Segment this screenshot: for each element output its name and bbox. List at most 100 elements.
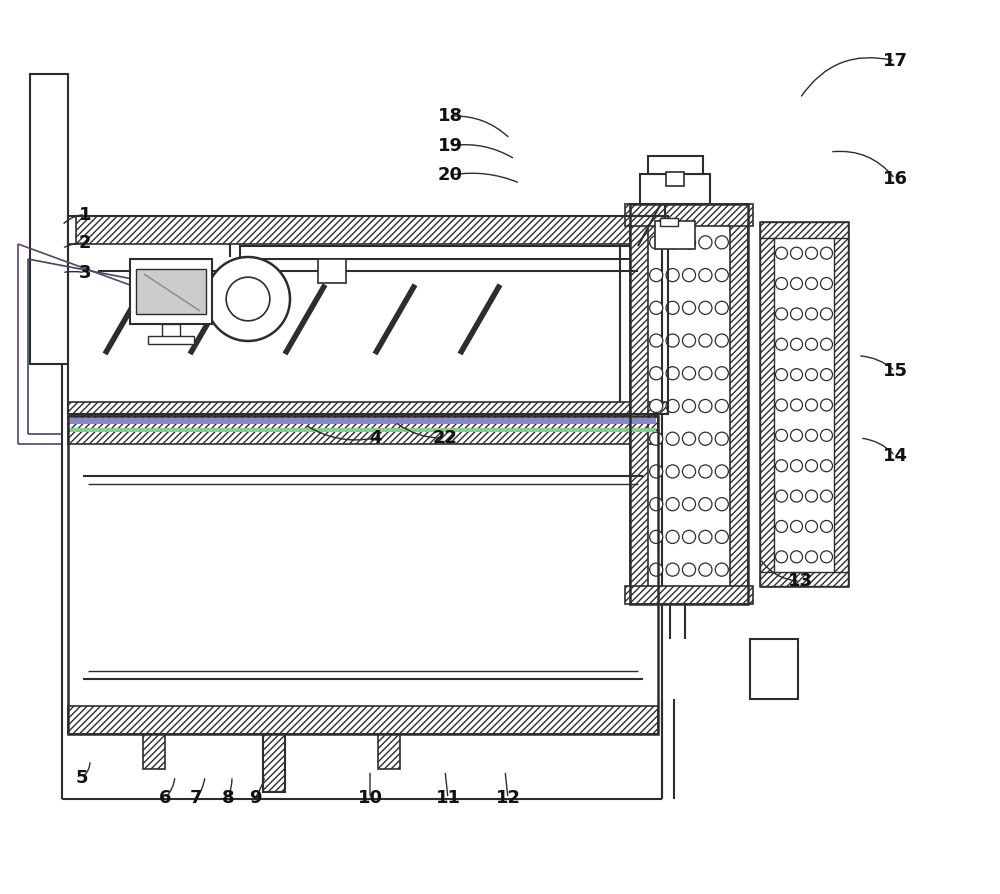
Circle shape bbox=[699, 432, 712, 445]
Circle shape bbox=[666, 432, 679, 445]
Bar bbox=[660, 218, 678, 226]
Circle shape bbox=[666, 465, 679, 478]
Circle shape bbox=[820, 308, 832, 320]
Circle shape bbox=[699, 301, 712, 315]
Circle shape bbox=[806, 308, 818, 320]
Circle shape bbox=[790, 399, 802, 411]
Bar bbox=[68, 216, 668, 414]
Circle shape bbox=[820, 429, 832, 442]
Circle shape bbox=[776, 368, 788, 381]
Circle shape bbox=[820, 460, 832, 472]
Circle shape bbox=[682, 301, 696, 315]
Circle shape bbox=[650, 367, 663, 380]
Circle shape bbox=[806, 429, 818, 442]
Circle shape bbox=[699, 530, 712, 544]
Circle shape bbox=[666, 301, 679, 315]
Circle shape bbox=[776, 338, 788, 350]
Circle shape bbox=[666, 498, 679, 510]
Circle shape bbox=[666, 268, 679, 282]
Circle shape bbox=[715, 268, 728, 282]
Circle shape bbox=[682, 530, 696, 544]
Circle shape bbox=[715, 236, 728, 249]
Circle shape bbox=[820, 399, 832, 411]
Text: 1: 1 bbox=[79, 206, 91, 224]
Bar bbox=[68, 216, 668, 244]
Circle shape bbox=[820, 490, 832, 502]
Circle shape bbox=[699, 400, 712, 412]
Circle shape bbox=[806, 399, 818, 411]
Circle shape bbox=[776, 277, 788, 290]
Circle shape bbox=[776, 399, 788, 411]
Circle shape bbox=[715, 498, 728, 510]
Circle shape bbox=[206, 257, 290, 341]
Circle shape bbox=[776, 551, 788, 563]
Circle shape bbox=[790, 551, 802, 563]
Circle shape bbox=[650, 236, 663, 249]
Circle shape bbox=[666, 334, 679, 347]
Text: 20: 20 bbox=[438, 166, 462, 184]
Circle shape bbox=[790, 520, 802, 533]
Bar bbox=[625, 204, 753, 226]
Circle shape bbox=[699, 268, 712, 282]
Circle shape bbox=[715, 563, 728, 577]
Bar bbox=[148, 336, 194, 344]
Circle shape bbox=[699, 465, 712, 478]
Circle shape bbox=[790, 490, 802, 502]
Circle shape bbox=[790, 338, 802, 350]
Circle shape bbox=[650, 334, 663, 347]
Circle shape bbox=[682, 465, 696, 478]
Bar bbox=[760, 222, 774, 586]
Circle shape bbox=[776, 460, 788, 472]
Bar bbox=[68, 216, 76, 244]
Text: 9: 9 bbox=[249, 789, 261, 807]
Circle shape bbox=[650, 563, 663, 577]
Bar bbox=[655, 221, 695, 249]
Text: 19: 19 bbox=[438, 137, 462, 155]
Circle shape bbox=[776, 520, 788, 533]
Circle shape bbox=[820, 368, 832, 381]
Circle shape bbox=[650, 268, 663, 282]
Circle shape bbox=[682, 334, 696, 347]
Circle shape bbox=[682, 432, 696, 445]
Text: 11: 11 bbox=[436, 789, 460, 807]
Circle shape bbox=[820, 551, 832, 563]
Text: 14: 14 bbox=[883, 447, 908, 465]
Bar bbox=[640, 174, 710, 204]
Text: 16: 16 bbox=[883, 170, 908, 188]
Circle shape bbox=[806, 277, 818, 290]
Circle shape bbox=[699, 236, 712, 249]
Circle shape bbox=[715, 400, 728, 412]
Text: 18: 18 bbox=[437, 107, 463, 125]
Bar bbox=[760, 222, 848, 238]
Bar bbox=[162, 324, 180, 338]
Circle shape bbox=[650, 400, 663, 412]
Text: 5: 5 bbox=[76, 769, 88, 787]
Circle shape bbox=[666, 400, 679, 412]
Circle shape bbox=[820, 277, 832, 290]
Circle shape bbox=[715, 367, 728, 380]
Bar bbox=[834, 222, 848, 586]
Bar bbox=[318, 259, 346, 283]
Circle shape bbox=[682, 236, 696, 249]
Circle shape bbox=[682, 400, 696, 412]
Bar bbox=[625, 586, 753, 604]
Bar bbox=[30, 74, 68, 364]
Bar bbox=[630, 204, 748, 604]
Circle shape bbox=[790, 429, 802, 442]
Bar bbox=[70, 418, 656, 424]
Circle shape bbox=[682, 268, 696, 282]
Text: 13: 13 bbox=[788, 572, 812, 590]
Bar bbox=[68, 416, 658, 444]
Bar bbox=[143, 734, 165, 769]
Circle shape bbox=[820, 338, 832, 350]
Circle shape bbox=[226, 277, 270, 321]
Circle shape bbox=[682, 367, 696, 380]
Circle shape bbox=[790, 277, 802, 290]
Circle shape bbox=[715, 301, 728, 315]
Circle shape bbox=[699, 563, 712, 577]
Circle shape bbox=[715, 432, 728, 445]
Text: 17: 17 bbox=[883, 52, 908, 70]
Circle shape bbox=[650, 432, 663, 445]
Text: 6: 6 bbox=[159, 789, 171, 807]
Text: 4: 4 bbox=[369, 429, 381, 447]
